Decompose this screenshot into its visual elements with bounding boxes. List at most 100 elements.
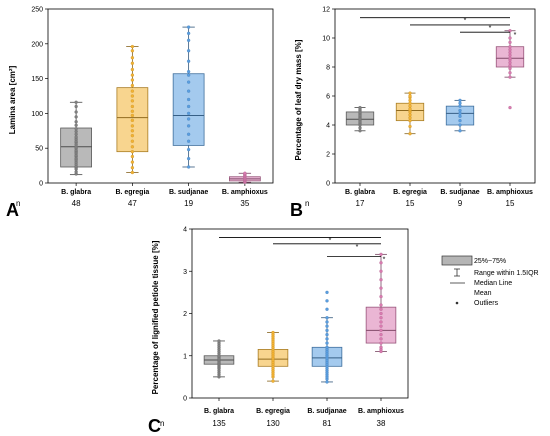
panel-a-chart: 0 50 100 150 200 250 Lamina area [cm²] B. glabr… <box>8 7 274 208</box>
significance-star: * <box>383 256 386 263</box>
data-point <box>186 111 191 116</box>
data-point <box>379 307 383 311</box>
panel-b-chart: 0 2 4 6 8 10 12 Percentage of leaf dry mass [%]… <box>294 7 536 208</box>
data-point <box>130 170 135 175</box>
data-point <box>130 118 135 123</box>
data-point <box>508 63 512 68</box>
y-tick-label: 2 <box>326 152 330 159</box>
sample-size-row-label: n <box>16 199 20 208</box>
significance-star: * <box>489 25 492 32</box>
x-category-label: B. sudjanae <box>307 408 346 415</box>
y-tick-label: 250 <box>31 7 43 14</box>
data-point <box>379 311 383 316</box>
y-tick-label: 150 <box>31 76 43 83</box>
data-point <box>379 286 383 290</box>
sample-size-row-label: n <box>305 199 309 208</box>
y-axis-label: Percentage of leaf dry mass [%] <box>294 39 303 160</box>
data-point <box>130 150 135 154</box>
data-point <box>130 154 135 159</box>
data-point <box>186 25 191 29</box>
legend-box-swatch <box>441 255 473 266</box>
data-point <box>186 104 191 109</box>
data-point <box>74 110 78 114</box>
data-point <box>508 47 512 52</box>
y-tick-label: 10 <box>322 36 330 43</box>
data-point <box>325 307 329 311</box>
data-point <box>508 45 512 49</box>
data-point <box>186 69 191 74</box>
data-point <box>379 345 383 349</box>
data-point <box>325 380 329 384</box>
data-point <box>508 36 512 40</box>
data-point <box>325 328 329 333</box>
data-point <box>458 108 462 113</box>
x-category-label: B. egregia <box>393 189 427 196</box>
data-point <box>325 337 329 341</box>
data-point <box>130 160 135 164</box>
data-point <box>130 113 135 118</box>
data-point <box>74 123 78 127</box>
data-point <box>74 100 78 104</box>
legend-item-range: Range within 1.5IQR <box>474 270 539 277</box>
significance-star: * <box>464 18 467 25</box>
data-point <box>74 132 78 136</box>
data-point <box>130 56 135 60</box>
data-point <box>186 59 191 63</box>
data-point <box>130 94 135 98</box>
data-point <box>379 252 383 257</box>
data-point <box>74 115 78 119</box>
panel-c-letter: C <box>148 416 161 436</box>
legend: 25%~75% Range within 1.5IQR Median Line … <box>441 255 539 307</box>
data-point <box>130 83 135 88</box>
data-point <box>74 104 78 109</box>
data-point <box>325 332 329 337</box>
data-point <box>186 147 191 152</box>
data-point <box>379 269 383 273</box>
x-category-label: B. amphioxus <box>487 189 533 196</box>
sample-size-label: 48 <box>72 199 81 208</box>
y-tick-label: 3 <box>183 269 187 276</box>
data-point <box>508 75 512 79</box>
y-tick-label: 12 <box>322 7 330 14</box>
legend-item-median: Median Line <box>474 280 512 287</box>
data-point <box>74 120 78 124</box>
y-tick-label: 8 <box>326 65 330 72</box>
x-category-label: B. egregia <box>256 408 290 415</box>
sample-size-label: 35 <box>240 199 249 208</box>
data-point <box>74 127 78 131</box>
data-point <box>186 117 191 121</box>
y-axis-label: Percentage of lignified petiole tissue [… <box>151 240 160 394</box>
data-point <box>408 98 412 102</box>
data-point <box>379 261 383 265</box>
data-point <box>508 40 512 44</box>
data-point <box>358 126 362 130</box>
data-point <box>130 139 135 143</box>
legend-item-outliers: Outliers <box>474 300 499 307</box>
data-point <box>458 104 462 108</box>
data-point <box>408 91 412 95</box>
y-tick-label: 0 <box>39 181 43 188</box>
x-category-label: B. amphioxus <box>222 189 268 196</box>
significance-star: * <box>514 32 517 39</box>
data-point <box>325 345 329 349</box>
sample-size-label: 9 <box>458 199 463 208</box>
data-point <box>130 61 135 65</box>
data-point <box>186 132 191 136</box>
data-point <box>130 109 135 113</box>
sample-size-label: 15 <box>406 199 415 208</box>
data-point <box>130 44 135 49</box>
data-point <box>74 135 78 139</box>
significance-star: * <box>329 237 332 244</box>
panel-c-chart: 0 1 2 3 4 Percentage of lignified petiole tis… <box>151 227 409 428</box>
data-point <box>408 94 412 98</box>
data-point <box>186 156 191 161</box>
data-point <box>130 73 135 77</box>
data-point <box>379 320 383 324</box>
y-tick-label: 0 <box>183 396 187 403</box>
x-category-label: B. sudjanae <box>169 189 208 196</box>
data-point <box>325 320 329 324</box>
data-point <box>458 111 462 116</box>
data-point <box>508 56 512 60</box>
legend-outlier-swatch <box>455 301 459 305</box>
